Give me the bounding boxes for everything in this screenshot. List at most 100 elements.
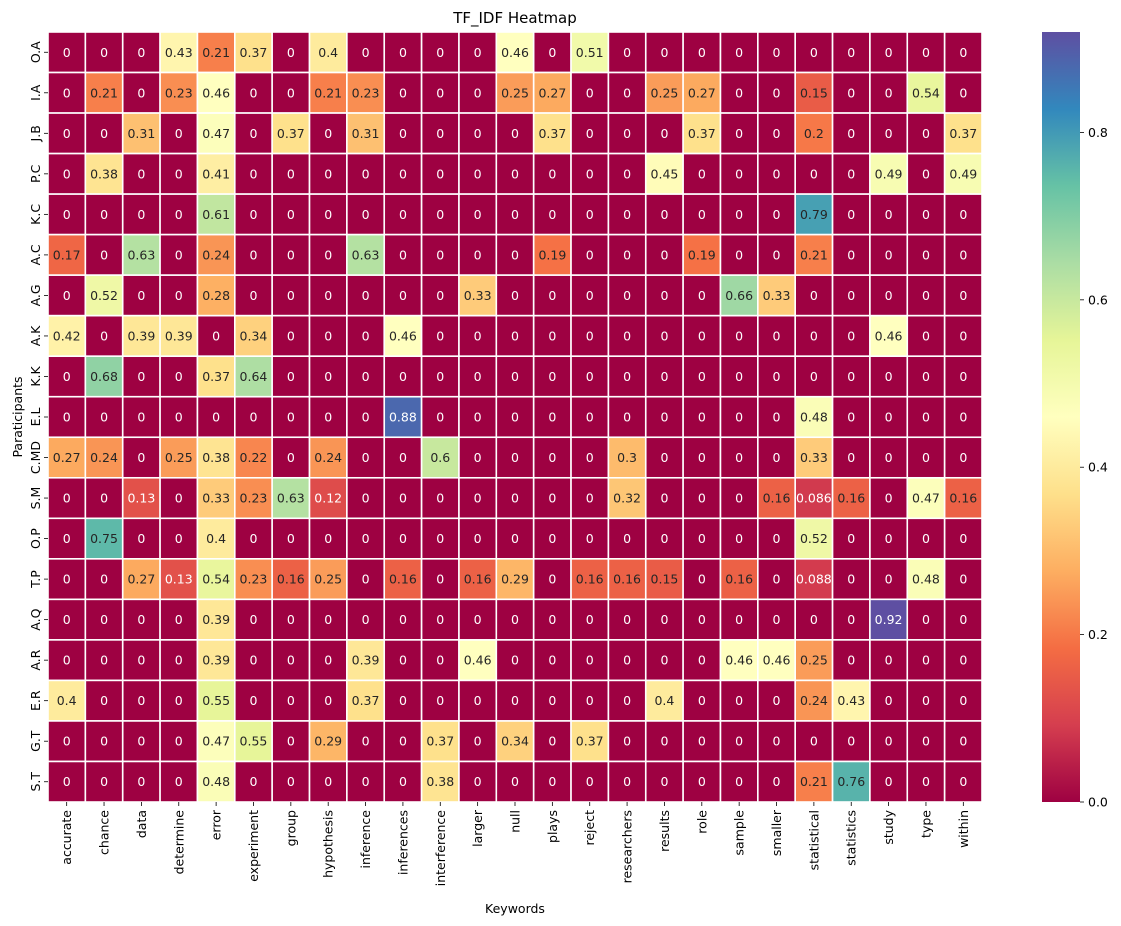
cell-value-label: 0 <box>474 328 482 343</box>
cell-value-label: 0 <box>287 85 295 100</box>
colorbar-tick-label: 0.6 <box>1088 292 1108 307</box>
colorbar-tick-label: 0.2 <box>1088 627 1108 642</box>
cell-value-label: 0 <box>623 774 631 789</box>
cell-value-label: 0 <box>137 774 145 789</box>
heatmap-cell <box>346 233 386 276</box>
cell-value-label: 0.48 <box>800 410 828 425</box>
heatmap-cell <box>943 598 983 641</box>
cell-value-label: 0.088 <box>796 572 832 587</box>
cell-value-label: 0.21 <box>800 247 828 262</box>
cell-value-label: 0 <box>362 491 370 506</box>
heatmap-cell <box>869 152 909 195</box>
y-tick-label: S.M <box>28 487 43 510</box>
heatmap-cell <box>121 558 161 601</box>
cell-value-label: 0.37 <box>538 126 566 141</box>
cell-value-label: 0 <box>548 491 556 506</box>
cell-value-label: 0.38 <box>202 450 230 465</box>
cell-value-label: 0 <box>847 207 855 222</box>
cell-value-label: 0.43 <box>837 693 865 708</box>
cell-value-label: 0.21 <box>90 85 118 100</box>
heatmap-cell <box>346 476 386 520</box>
cell-value-label: 0 <box>324 531 332 546</box>
colorbar-gradient <box>1042 32 1080 802</box>
heatmap-cell <box>458 355 498 398</box>
cell-value-label: 0 <box>623 207 631 222</box>
cell-value-label: 0 <box>586 126 594 141</box>
cell-value-label: 0 <box>623 126 631 141</box>
cell-value-label: 0 <box>922 207 930 222</box>
cell-value-label: 0 <box>436 126 444 141</box>
heatmap-cell <box>570 679 610 722</box>
heatmap-cell <box>607 355 647 398</box>
cell-value-label: 0 <box>885 247 893 262</box>
cell-value-label: 0 <box>436 531 444 546</box>
cell-value-label: 0.4 <box>57 693 77 708</box>
heatmap-cell <box>831 395 871 439</box>
cell-value-label: 0.27 <box>127 572 155 587</box>
heatmap-cell <box>943 152 983 195</box>
heatmap-cell <box>308 720 348 763</box>
heatmap-cell <box>159 314 199 358</box>
heatmap-cell <box>943 71 983 114</box>
heatmap-cell <box>495 476 535 520</box>
heatmap-cell <box>271 679 311 722</box>
heatmap-cell <box>383 355 423 398</box>
cell-value-label: 0 <box>698 328 706 343</box>
cell-value-label: 0.47 <box>202 734 230 749</box>
heatmap-cell <box>121 112 161 155</box>
heatmap-cell <box>271 598 311 641</box>
heatmap-cell <box>271 639 311 682</box>
cell-value-label: 0.22 <box>240 450 268 465</box>
cell-value-label: 0 <box>735 531 743 546</box>
heatmap-cell <box>943 476 983 520</box>
cell-value-label: 0 <box>847 450 855 465</box>
heatmap-cell <box>532 233 572 276</box>
heatmap-cell <box>682 639 722 682</box>
cell-value-label: 0 <box>474 491 482 506</box>
heatmap-cell <box>757 679 797 722</box>
cell-value-label: 0 <box>474 166 482 181</box>
cell-value-label: 0 <box>250 693 258 708</box>
heatmap-cell <box>943 112 983 155</box>
cell-value-label: 0 <box>137 410 145 425</box>
heatmap-cell <box>943 355 983 398</box>
heatmap-cell <box>234 233 273 276</box>
cell-value-label: 0 <box>586 207 594 222</box>
heatmap-cell <box>906 152 946 195</box>
cell-value-label: 0.16 <box>389 572 417 587</box>
cell-value-label: 0 <box>885 410 893 425</box>
cell-value-label: 0 <box>810 734 818 749</box>
colorbar-tick-label: 0.0 <box>1088 795 1108 810</box>
cell-value-label: 0 <box>959 572 967 587</box>
heatmap-cell <box>84 436 124 479</box>
cell-value-label: 0.92 <box>875 612 903 627</box>
cell-value-label: 0.23 <box>165 85 193 100</box>
heatmap-cell <box>159 112 199 155</box>
cell-value-label: 0 <box>137 612 145 627</box>
y-tick-label: P.C <box>28 164 43 183</box>
cell-value-label: 0 <box>436 85 444 100</box>
cell-value-label: 0 <box>773 572 781 587</box>
cell-value-label: 0 <box>436 288 444 303</box>
cell-value-label: 0 <box>698 572 706 587</box>
cell-value-label: 0.34 <box>501 734 529 749</box>
cell-value-label: 0 <box>623 288 631 303</box>
heatmap-cell <box>383 395 423 439</box>
cell-value-label: 0 <box>660 328 668 343</box>
cell-value-label: 0 <box>100 410 108 425</box>
heatmap-cell <box>383 193 423 236</box>
cell-value-label: 0 <box>885 288 893 303</box>
cell-value-label: 0 <box>660 45 668 60</box>
cell-value-label: 0 <box>511 491 519 506</box>
y-tick-label: C.MD <box>28 441 43 474</box>
cell-value-label: 0 <box>922 328 930 343</box>
cell-value-label: 0 <box>959 410 967 425</box>
cell-value-label: 0 <box>773 207 781 222</box>
cell-value-label: 0.21 <box>314 85 342 100</box>
cell-value-label: 0 <box>885 85 893 100</box>
heatmap-cell <box>869 233 909 276</box>
cell-value-label: 0.33 <box>763 288 791 303</box>
cell-value-label: 0 <box>735 410 743 425</box>
heatmap-cell <box>682 355 722 398</box>
cell-value-label: 0.55 <box>240 734 268 749</box>
